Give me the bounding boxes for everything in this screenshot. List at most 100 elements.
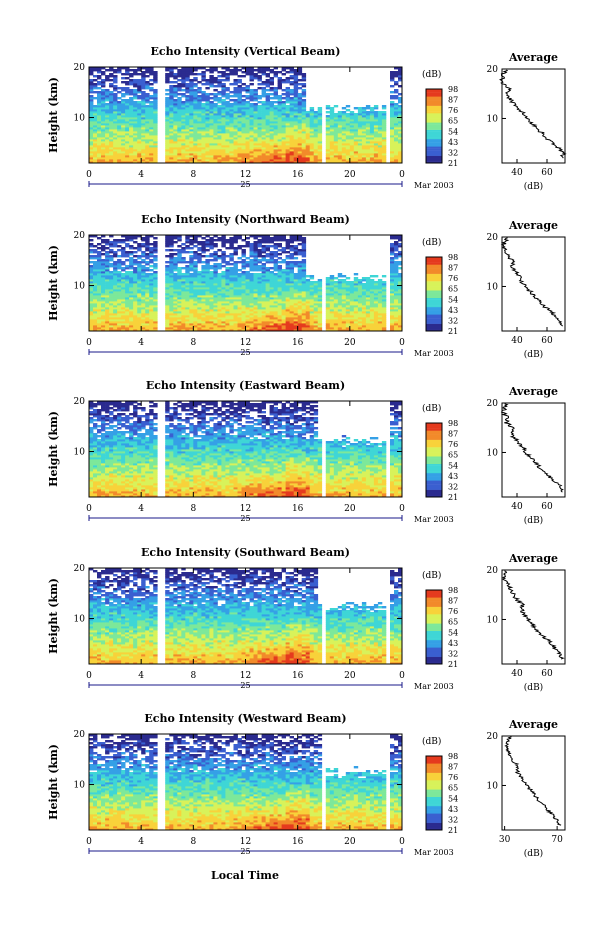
- heatmap-cell: [225, 145, 230, 148]
- heatmap-cell: [221, 153, 226, 156]
- colorbar-segment: [426, 116, 442, 119]
- heatmap-cell: [241, 151, 246, 154]
- heatmap-cell: [269, 161, 274, 164]
- heatmap-cell: [353, 277, 359, 280]
- heatmap-cell: [253, 149, 258, 152]
- heatmap-cell: [317, 149, 323, 152]
- heatmap-cell: [249, 143, 254, 146]
- heatmap-cell: [398, 161, 403, 164]
- heatmap-cell: [225, 113, 230, 116]
- heatmap-cell: [381, 131, 387, 134]
- heatmap-cell: [241, 133, 246, 136]
- heatmap-cell: [253, 145, 258, 148]
- heatmap-cell: [181, 151, 186, 154]
- heatmap-cell: [89, 121, 94, 124]
- heatmap-cell: [89, 117, 94, 120]
- heatmap-cell: [217, 131, 222, 134]
- heatmap-cell: [141, 157, 146, 160]
- heatmap-cell: [241, 113, 246, 116]
- heatmap-cell: [153, 119, 158, 122]
- heatmap-cell: [145, 123, 150, 126]
- heatmap-cell: [97, 145, 102, 148]
- heatmap-cell: [189, 79, 194, 82]
- heatmap-cell: [105, 161, 110, 164]
- heatmap-cell: [353, 149, 359, 152]
- heatmap-cell: [89, 159, 94, 162]
- heatmap-cell: [169, 155, 174, 158]
- heatmap-cell: [237, 137, 242, 140]
- heatmap-cell: [357, 123, 363, 126]
- heatmap-cell: [377, 137, 383, 140]
- heatmap-cell: [205, 143, 210, 146]
- heatmap-cell: [221, 157, 226, 160]
- colorbar-segment: [426, 103, 442, 106]
- heatmap-cell: [189, 141, 194, 144]
- heatmap-cell: [293, 155, 299, 158]
- heatmap-cell: [229, 155, 234, 158]
- heatmap-cell: [313, 149, 319, 152]
- heatmap-cell: [285, 121, 290, 124]
- heatmap-cell: [329, 119, 335, 122]
- heatmap-cell: [197, 149, 202, 152]
- heatmap-cell: [273, 101, 278, 104]
- heatmap-cell: [345, 133, 351, 136]
- heatmap-cell: [173, 111, 178, 114]
- heatmap-cell: [341, 127, 347, 130]
- heatmap-cell: [237, 135, 242, 138]
- heatmap-cell: [313, 139, 319, 142]
- heatmap-cell: [261, 149, 266, 152]
- heatmap-cell: [293, 129, 299, 132]
- heatmap-cell: [289, 153, 294, 156]
- heatmap-cell: [281, 143, 286, 146]
- heatmap-cell: [125, 127, 130, 130]
- heatmap-cell: [125, 139, 130, 142]
- heatmap-cell: [277, 131, 282, 134]
- heatmap-cell: [165, 89, 170, 92]
- heatmap-cell: [209, 137, 214, 140]
- heatmap-cell: [265, 131, 270, 134]
- heatmap-cell: [265, 125, 270, 128]
- heatmap-cell: [357, 115, 363, 118]
- heatmap-cell: [105, 115, 110, 118]
- heatmap-cell: [277, 123, 282, 126]
- heatmap-cell: [93, 79, 98, 82]
- heatmap-cell: [189, 129, 194, 132]
- heatmap-cell: [341, 149, 347, 152]
- colorbar-segment: [426, 100, 442, 103]
- heatmap-cell: [225, 151, 230, 154]
- heatmap-cell: [89, 157, 94, 160]
- heatmap-cell: [217, 117, 222, 120]
- heatmap-cell: [390, 137, 395, 140]
- heatmap-cell: [373, 139, 379, 142]
- heatmap-cell: [129, 153, 134, 156]
- heatmap-cell: [369, 125, 375, 128]
- heatmap-cell: [305, 149, 311, 152]
- heatmap-cell: [225, 73, 230, 76]
- heatmap-cell: [253, 147, 258, 150]
- heatmap-cell: [293, 111, 299, 114]
- heatmap-cell: [173, 133, 178, 136]
- heatmap-cell: [301, 109, 307, 112]
- heatmap-cell: [193, 161, 198, 164]
- heatmap-cell: [261, 131, 266, 134]
- heatmap-cell: [169, 117, 174, 120]
- heatmap-cell: [297, 149, 303, 152]
- heatmap-cell: [301, 73, 307, 76]
- heatmap-cell: [237, 79, 242, 82]
- heatmap-cell: [201, 137, 206, 140]
- heatmap-cell: [165, 109, 170, 112]
- heatmap-cell: [285, 131, 290, 134]
- heatmap-cell: [101, 145, 106, 148]
- colorbar-tick-label: 43: [448, 138, 458, 147]
- heatmap-cell: [249, 89, 254, 92]
- heatmap-cell: [285, 115, 290, 118]
- heatmap-cell: [193, 77, 198, 80]
- heatmap-cell: [309, 137, 315, 140]
- heatmap-cell: [261, 137, 266, 140]
- heatmap-cell: [229, 127, 234, 130]
- colorbar-segment: [426, 129, 442, 132]
- heatmap-cell: [365, 147, 371, 150]
- heatmap-cell: [265, 157, 270, 160]
- heatmap-cell: [249, 111, 254, 114]
- heatmap-cell: [273, 131, 278, 134]
